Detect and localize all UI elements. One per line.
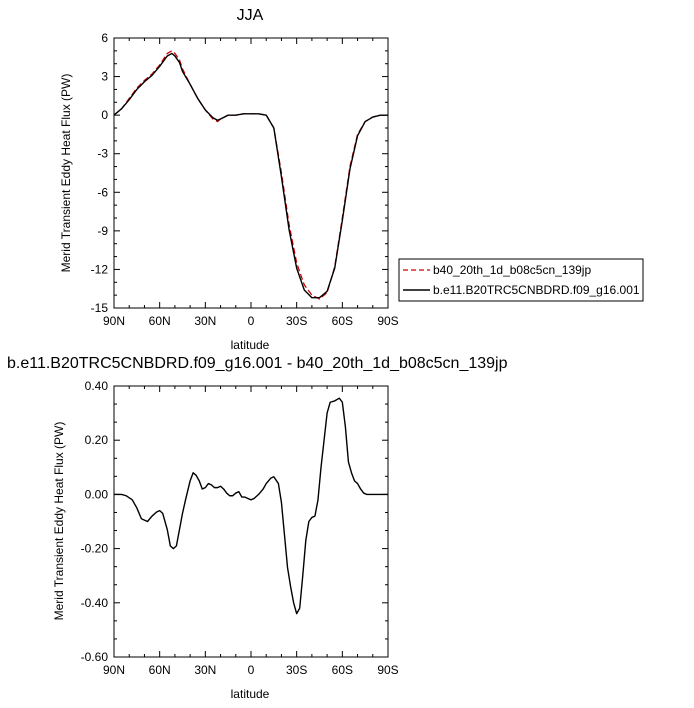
- legend-box: [398, 258, 644, 302]
- bottom-plot-frame: [113, 385, 389, 658]
- bottom-panel: b.e11.B20TRC5CNBDRD.f09_g16.001 - b40_20…: [7, 355, 508, 701]
- bottom-y-tick-label: -0.60: [81, 650, 109, 664]
- bottom-y-tick-label: 0.20: [85, 433, 109, 447]
- bottom-y-ticks: 0.40 0.20 0.00 -0.20 -0.40 -0.60: [81, 379, 388, 664]
- top-x-tick-label: 60N: [149, 314, 171, 328]
- bottom-y-tick-label: 0.40: [85, 379, 109, 393]
- top-y-ticks: 6 3 0 -3 -6 -9 -12 -15: [91, 31, 388, 315]
- top-x-tick-label: 60S: [332, 314, 353, 328]
- top-y-tick-label: -6: [97, 185, 108, 199]
- top-y-tick-label: -12: [91, 262, 109, 276]
- bottom-x-tick-label: 30N: [194, 663, 216, 677]
- top-x-tick-label: 90S: [377, 314, 398, 328]
- top-x-tick-label: 30N: [194, 314, 216, 328]
- top-series-line-1: [113, 50, 388, 300]
- top-y-tick-label: 6: [101, 31, 108, 45]
- bottom-x-tick-label: 0: [248, 663, 255, 677]
- top-chart-title: JJA: [237, 7, 264, 24]
- top-x-tick-label: 90N: [103, 314, 125, 328]
- legend: b40_20th_1d_b08c5cn_139jp b.e11.B20TRC5C…: [398, 258, 644, 302]
- bottom-x-tick-label: 60N: [149, 663, 171, 677]
- top-series-lines: [113, 50, 388, 300]
- top-x-ticks: 90N 60N 30N 0 30S 60S 90S: [103, 38, 399, 328]
- bottom-series-line-1: [114, 397, 388, 615]
- top-x-axis-label: latitude: [231, 338, 270, 352]
- bottom-x-tick-label: 60S: [332, 663, 353, 677]
- bottom-y-tick-label: -0.40: [81, 596, 109, 610]
- top-x-tick-label: 30S: [286, 314, 307, 328]
- bottom-x-tick-label: 90N: [103, 663, 125, 677]
- top-x-tick-label: 0: [248, 314, 255, 328]
- top-y-axis-label: Merid Transient Eddy Heat Flux (PW): [59, 74, 73, 273]
- bottom-y-axis-label: Merid Transient Eddy Heat Flux (PW): [52, 422, 66, 621]
- top-plot-frame: [113, 37, 389, 309]
- bottom-x-tick-label: 30S: [286, 663, 307, 677]
- top-y-tick-label: -9: [97, 224, 108, 238]
- bottom-series-lines: [114, 397, 388, 615]
- top-y-tick-label: 0: [101, 108, 108, 122]
- top-y-tick-label: 3: [101, 70, 108, 84]
- bottom-x-ticks: 90N 60N 30N 0 30S 60S 90S: [103, 386, 399, 677]
- bottom-y-tick-label: 0.00: [85, 487, 109, 501]
- bottom-x-tick-label: 90S: [377, 663, 398, 677]
- bottom-chart-title: b.e11.B20TRC5CNBDRD.f09_g16.001 - b40_20…: [7, 355, 508, 372]
- top-y-tick-label: -3: [97, 147, 108, 161]
- top-y-tick-label: -15: [91, 301, 109, 315]
- legend-entry-1: b40_20th_1d_b08c5cn_139jp: [433, 263, 591, 277]
- top-series-line-2: [113, 52, 388, 299]
- bottom-x-axis-label: latitude: [231, 687, 270, 701]
- bottom-y-tick-label: -0.20: [81, 542, 109, 556]
- legend-entry-2: b.e11.B20TRC5CNBDRD.f09_g16.001: [433, 283, 640, 297]
- top-panel: JJA 90N 60N 30N 0 30S 60S 90S 630-3-6-9-12-15 …: [59, 7, 644, 352]
